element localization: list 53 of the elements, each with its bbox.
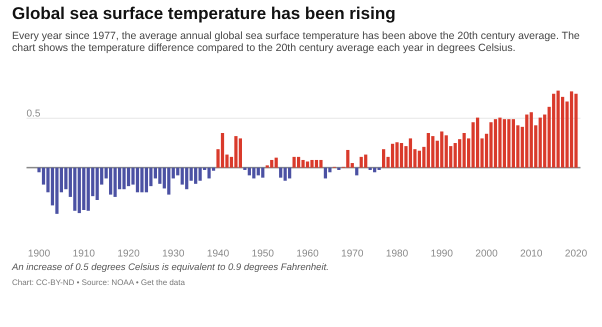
bar	[395, 142, 399, 168]
bar	[292, 157, 296, 168]
bar	[301, 160, 305, 168]
bar	[418, 151, 422, 168]
bar	[306, 162, 310, 168]
chart-subtitle: Every year since 1977, the average annual global sea surface temperature has been above the 20th century average. The chart shows the temperature difference compared to the 20th century average each year in degrees Celsius.	[12, 30, 581, 54]
bar	[126, 168, 130, 186]
bar	[390, 144, 394, 168]
bar	[408, 138, 412, 168]
bar	[570, 92, 574, 168]
bar	[502, 119, 506, 168]
x-tick-label: 1910	[72, 248, 96, 260]
x-tick-label: 1950	[252, 248, 274, 260]
bar	[507, 119, 511, 168]
bar	[296, 157, 300, 168]
bar	[140, 168, 144, 193]
bar	[324, 168, 328, 179]
x-tick-label: 1970	[341, 248, 364, 260]
bar	[144, 168, 148, 193]
bar	[355, 168, 358, 176]
bar	[55, 168, 59, 214]
bar	[574, 94, 578, 168]
x-tick-label: 1990	[430, 248, 454, 260]
bar	[337, 168, 340, 170]
bar	[234, 136, 238, 168]
bar	[489, 122, 493, 168]
x-tick-label: 1940	[206, 248, 230, 260]
x-tick-label: 1900	[28, 248, 51, 260]
bar	[319, 160, 323, 168]
x-tick-label: 2010	[520, 248, 543, 260]
text: Chart: CC-BY-ND • Source: NOAA • Get the data	[12, 276, 185, 288]
x-tick-label: 1930	[162, 248, 185, 260]
annotation: 0.5	[26, 108, 41, 120]
text: An increase of 0.5 degrees Celsius is equivalent to 0.9 degrees Fahrenheit.	[12, 261, 329, 275]
bar	[400, 143, 404, 168]
x-tick-label: 1980	[386, 248, 409, 260]
bar	[310, 160, 314, 168]
x-tick-label: 2020	[564, 248, 588, 260]
bar	[113, 168, 117, 198]
bar	[238, 138, 242, 168]
bar	[498, 118, 502, 168]
bar	[476, 118, 480, 168]
bar	[382, 149, 386, 168]
bar	[220, 133, 224, 168]
bar	[494, 119, 498, 168]
x-tick-label: 1920	[117, 248, 140, 260]
bar	[207, 168, 211, 179]
x-tick-label: 1960	[296, 248, 320, 260]
bar	[136, 168, 140, 193]
chart-title: Global sea surface temperature has been rising	[12, 3, 396, 25]
bar	[314, 160, 318, 168]
x-tick-label: 2000	[475, 248, 498, 260]
bar	[122, 168, 126, 190]
